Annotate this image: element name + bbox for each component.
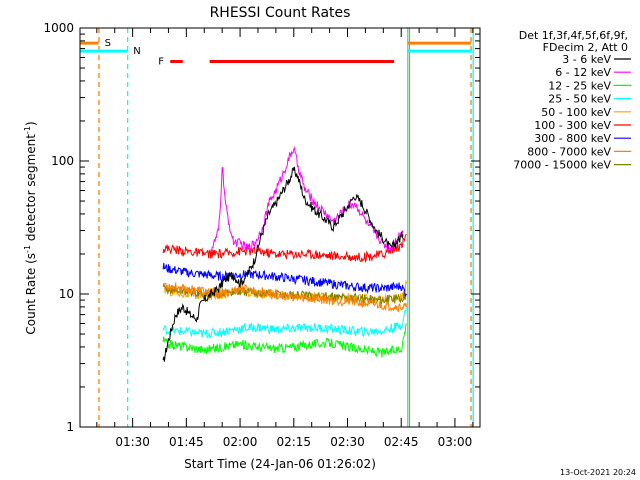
legend-label: 800 - 7000 keV — [527, 145, 611, 158]
y-axis-label-end: ) — [24, 121, 38, 126]
legend-header-line2: FDecim 2, Att 0 — [543, 41, 628, 54]
series-line-25-50-kev — [162, 306, 408, 340]
y-axis-label-sup2: -1 — [23, 126, 32, 134]
x-tick-label: 03:00 — [438, 435, 473, 449]
x-tick-label: 02:45 — [384, 435, 419, 449]
plot-frame — [79, 27, 481, 428]
y-axis-label-mid: detector segment — [24, 134, 38, 245]
x-tick-label: 01:30 — [115, 435, 150, 449]
night-label: N — [133, 46, 140, 57]
x-tick-label: 01:45 — [169, 435, 204, 449]
legend: Det 1f,3f,4f,5f,6f,9f, FDecim 2, Att 0 3… — [513, 29, 631, 172]
legend-header-line1: Det 1f,3f,4f,5f,6f,9f, — [519, 29, 628, 42]
y-tick-label: 10 — [59, 287, 74, 301]
attenuator-label: S — [105, 38, 111, 49]
series-line-300-800-kev — [162, 262, 408, 298]
series-lines — [162, 146, 408, 362]
legend-label: 25 - 50 keV — [548, 93, 611, 106]
x-tick-label: 02:15 — [276, 435, 311, 449]
state-bars: S N F — [80, 38, 472, 67]
series-line-100-300-kev — [162, 234, 407, 264]
y-tick-label: 1 — [66, 420, 74, 434]
series-line-3-6-kev — [162, 166, 404, 362]
legend-label: 300 - 800 keV — [534, 132, 611, 145]
plot-area — [98, 28, 474, 427]
legend-label: 50 - 100 keV — [541, 106, 611, 119]
y-axis-label: Count Rate (s-1 detector segment-1) — [23, 121, 38, 334]
y-axis-label-sup1: -1 — [23, 245, 32, 253]
x-tick-label: 02:30 — [330, 435, 365, 449]
y-axis-ticks: 1 10 100 1000 — [43, 21, 480, 434]
x-tick-label: 02:00 — [223, 435, 258, 449]
y-tick-label: 1000 — [43, 21, 74, 35]
chart-title: RHESSI Count Rates — [210, 5, 351, 21]
legend-label: 100 - 300 keV — [534, 119, 611, 132]
flare-label: F — [158, 56, 164, 67]
legend-label: 6 - 12 keV — [555, 66, 611, 79]
legend-label: 7000 - 15000 keV — [513, 159, 611, 172]
series-line-12-25-kev — [162, 323, 408, 358]
legend-label: 3 - 6 keV — [562, 53, 611, 66]
series-line-6-12-kev — [210, 146, 404, 253]
timestamp: 13-Oct-2021 20:24 — [560, 468, 636, 477]
x-axis-label: Start Time (24-Jan-06 01:26:02) — [184, 457, 376, 471]
x-axis-ticks: 01:30 01:45 02:00 02:15 02:30 02:45 03:00 — [96, 28, 474, 449]
y-axis-label-main: Count Rate (s — [24, 253, 38, 335]
y-tick-label: 100 — [51, 154, 74, 168]
series-line-800-7000-kev — [162, 282, 408, 313]
legend-label: 12 - 25 keV — [548, 79, 611, 92]
